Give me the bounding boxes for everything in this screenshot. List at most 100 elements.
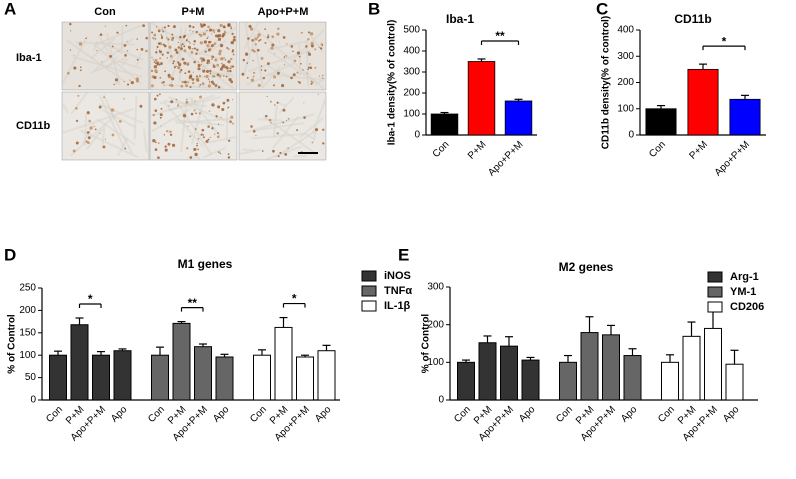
texture-dot xyxy=(219,152,222,155)
texture-dot xyxy=(151,56,153,58)
texture-dot xyxy=(153,121,157,125)
texture-streak xyxy=(314,78,325,86)
legend-label: TNFα xyxy=(384,285,412,297)
texture-dot xyxy=(195,77,200,81)
texture-dot xyxy=(223,75,225,77)
texture-dot xyxy=(187,81,190,84)
bar xyxy=(645,108,677,136)
legend-swatch xyxy=(361,285,377,297)
texture-streak xyxy=(190,97,194,103)
texture-dot xyxy=(154,62,157,65)
texture-dot xyxy=(203,59,206,62)
legend-label: CD206 xyxy=(730,301,764,313)
y-tick-label: 150 xyxy=(19,327,36,338)
texture-dot xyxy=(159,76,162,79)
texture-dot xyxy=(203,65,205,67)
texture-dot xyxy=(271,43,275,47)
texture-dot xyxy=(168,84,171,86)
texture-dot xyxy=(162,44,164,46)
texture-dot xyxy=(290,45,294,48)
panel-label: E xyxy=(398,245,409,264)
texture-dot xyxy=(208,82,210,84)
texture-dot xyxy=(189,135,192,138)
texture-streak xyxy=(244,22,251,52)
texture-dot xyxy=(98,105,102,109)
texture-dot xyxy=(322,142,325,145)
texture-dot xyxy=(221,34,225,38)
texture-dot xyxy=(208,80,211,83)
bar xyxy=(274,326,293,401)
texture-dot xyxy=(93,125,96,128)
significance-label: * xyxy=(722,34,727,48)
texture-dot xyxy=(218,151,220,153)
texture-streak xyxy=(105,56,118,70)
texture-dot xyxy=(154,69,158,73)
texture-dot xyxy=(215,115,218,118)
texture-streak xyxy=(93,44,142,85)
texture-dot xyxy=(87,136,91,140)
texture-dot xyxy=(217,86,221,89)
texture-dot xyxy=(311,81,314,84)
texture-dot xyxy=(156,61,160,65)
texture-dot xyxy=(197,61,199,63)
texture-dot xyxy=(230,80,234,84)
texture-dot xyxy=(123,80,125,83)
texture-dot xyxy=(180,69,183,72)
texture-dot xyxy=(164,148,168,152)
texture-dot xyxy=(154,109,158,113)
texture-dot xyxy=(79,66,82,68)
texture-dot xyxy=(214,75,216,78)
panel-label: C xyxy=(596,0,608,18)
texture-dot xyxy=(116,82,118,84)
texture-dot xyxy=(181,43,184,46)
texture-dot xyxy=(264,42,267,44)
texture-dot xyxy=(217,34,222,38)
texture-dot xyxy=(171,143,176,147)
texture-dot xyxy=(277,27,280,30)
texture-dot xyxy=(267,34,270,37)
texture-dot xyxy=(163,85,165,87)
texture-dot xyxy=(89,126,93,130)
texture-dot xyxy=(200,63,202,65)
bar xyxy=(49,354,67,401)
texture-dot xyxy=(310,80,312,82)
texture-dot xyxy=(322,77,324,79)
texture-dot xyxy=(199,41,203,45)
texture-dot xyxy=(196,142,198,145)
texture-dot xyxy=(201,59,204,63)
legend-label: Arg-1 xyxy=(730,271,759,283)
texture-dot xyxy=(157,142,160,145)
bar xyxy=(92,354,110,401)
texture-dot xyxy=(193,60,196,64)
texture-dot xyxy=(208,62,210,64)
texture-dot xyxy=(214,58,218,62)
texture-dot xyxy=(192,31,194,33)
texture-dot xyxy=(142,24,146,28)
texture-dot xyxy=(175,65,177,67)
texture-streak xyxy=(198,64,209,72)
texture-dot xyxy=(279,151,282,155)
texture-dot xyxy=(232,53,235,56)
bar xyxy=(172,322,191,401)
texture-streak xyxy=(179,97,189,153)
texture-dot xyxy=(309,66,313,70)
texture-dot xyxy=(195,112,197,115)
texture-dot xyxy=(168,105,170,107)
texture-dot xyxy=(320,43,324,46)
texture-dot xyxy=(225,75,228,78)
texture-dot xyxy=(153,65,158,69)
texture-dot xyxy=(206,37,209,40)
texture-dot xyxy=(203,40,207,44)
texture-dot xyxy=(220,57,224,61)
y-tick-label: 100 xyxy=(19,350,36,361)
texture-streak xyxy=(117,60,143,70)
row-header: CD11b xyxy=(16,120,51,132)
texture-dot xyxy=(229,67,231,69)
x-tick-label: Con xyxy=(452,404,473,425)
y-tick-label: 0 xyxy=(414,130,420,141)
texture-dot xyxy=(123,98,125,100)
texture-dot xyxy=(194,128,197,130)
x-tick-label: P+M xyxy=(687,139,710,162)
x-tick-label: Apo xyxy=(313,404,334,425)
texture-dot xyxy=(276,101,279,104)
